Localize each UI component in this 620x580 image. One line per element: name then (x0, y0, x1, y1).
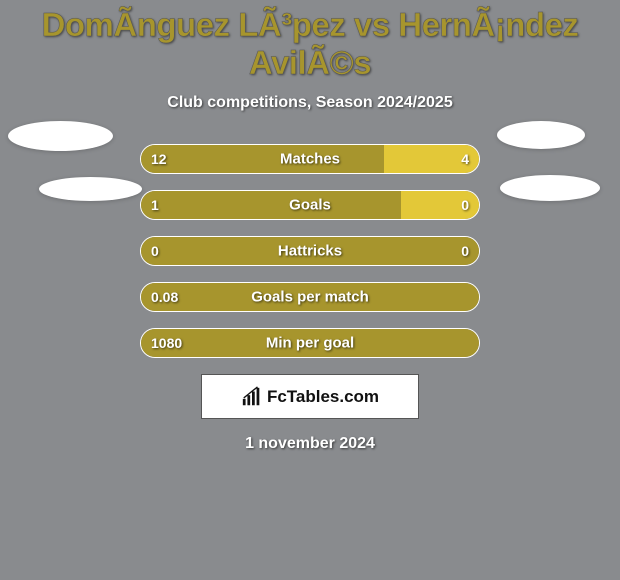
comparison-chart: DomÃ­nguez LÃ³pez vs HernÃ¡ndez AvilÃ©s … (0, 0, 620, 580)
bar-track: Goals 1 0 (140, 190, 480, 220)
decorative-ellipse-0 (8, 121, 113, 151)
decorative-ellipse-3 (500, 175, 600, 201)
bar-label: Min per goal (266, 335, 354, 352)
bar-chart-icon (241, 386, 263, 408)
page-title: DomÃ­nguez LÃ³pez vs HernÃ¡ndez AvilÃ©s (0, 0, 620, 82)
stat-row-hattricks: Hattricks 0 0 (0, 236, 620, 266)
logo-box: FcTables.com (201, 374, 419, 419)
value-right: 4 (461, 151, 469, 167)
value-right: 0 (461, 243, 469, 259)
bar-track: Min per goal 1080 (140, 328, 480, 358)
bar-left (141, 191, 401, 219)
logo-text: FcTables.com (267, 387, 379, 407)
value-left: 0 (151, 243, 159, 259)
bar-left (141, 145, 384, 173)
stat-row-matches: Matches 12 4 (0, 144, 620, 174)
decorative-ellipse-1 (497, 121, 585, 149)
date-text: 1 november 2024 (0, 435, 620, 453)
bar-label: Hattricks (278, 243, 342, 260)
bar-track: Hattricks 0 0 (140, 236, 480, 266)
value-right: 0 (461, 197, 469, 213)
value-left: 1 (151, 197, 159, 213)
value-left: 1080 (151, 335, 182, 351)
subtitle: Club competitions, Season 2024/2025 (0, 94, 620, 112)
value-left: 12 (151, 151, 167, 167)
bar-track: Goals per match 0.08 (140, 282, 480, 312)
stat-row-min-per-goal: Min per goal 1080 (0, 328, 620, 358)
bar-label: Matches (280, 151, 340, 168)
value-left: 0.08 (151, 289, 178, 305)
bar-track: Matches 12 4 (140, 144, 480, 174)
stat-row-goals-per-match: Goals per match 0.08 (0, 282, 620, 312)
bar-label: Goals (289, 197, 331, 214)
decorative-ellipse-2 (39, 177, 142, 201)
bar-label: Goals per match (251, 289, 369, 306)
